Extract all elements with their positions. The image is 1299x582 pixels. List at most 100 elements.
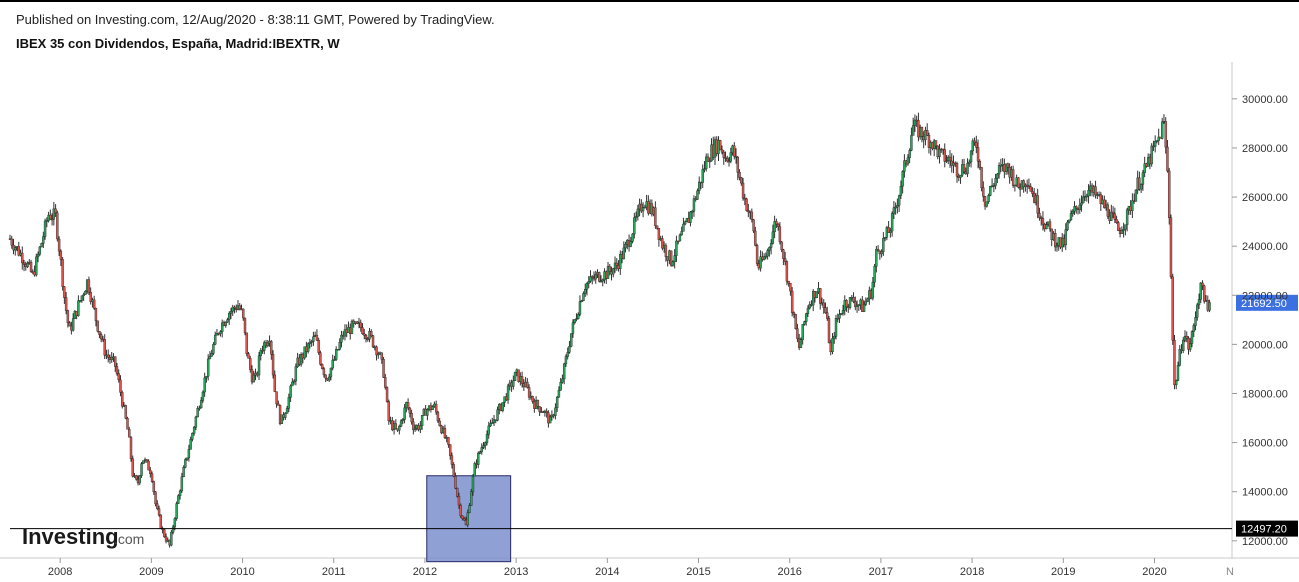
candle-up: [206, 358, 210, 377]
candle-down: [1138, 177, 1141, 190]
candle-up: [708, 160, 711, 163]
candle-down: [706, 156, 710, 162]
candle-up: [431, 406, 434, 410]
candle-up: [880, 251, 883, 255]
candle-up: [292, 380, 296, 383]
candle-up: [622, 247, 626, 260]
x-tick-label: 2011: [322, 566, 346, 578]
candle-up: [398, 426, 401, 431]
candle-down: [128, 429, 131, 438]
candle-down: [150, 473, 154, 482]
candle-up: [294, 366, 298, 382]
candle-down: [164, 536, 168, 542]
candle-up: [501, 402, 504, 411]
x-tick-label-cut: N: [1226, 566, 1234, 578]
candle-up: [14, 247, 17, 251]
candle-up: [601, 279, 604, 282]
candle-up: [336, 349, 340, 351]
candle-down: [275, 391, 278, 405]
candle-down: [1099, 194, 1103, 205]
candle-up: [696, 190, 699, 200]
candle-up: [413, 428, 417, 431]
candle-up: [1122, 229, 1125, 231]
candle-down: [747, 210, 750, 213]
candle-down: [461, 515, 464, 519]
candle-down: [50, 218, 54, 221]
candle-up: [573, 319, 576, 324]
candle-up: [584, 289, 587, 294]
candle-up: [1073, 206, 1076, 212]
candle-up: [992, 185, 996, 187]
candle-up: [968, 161, 971, 164]
candle-down: [21, 252, 24, 264]
x-tick-label: 2015: [686, 566, 710, 578]
candle-up: [557, 389, 561, 398]
y-tick-label: 28000.00: [1242, 143, 1288, 155]
candle-down: [454, 476, 457, 489]
candle-up: [198, 407, 201, 410]
candle-up: [35, 256, 38, 276]
candle-up: [228, 313, 231, 320]
candle-up: [229, 311, 233, 314]
candle-down: [527, 387, 531, 398]
candle-down: [962, 164, 966, 173]
candle-up: [641, 207, 645, 212]
candle-down: [249, 358, 252, 370]
candle-up: [210, 353, 213, 357]
candle-down: [1113, 213, 1117, 220]
candle-up: [219, 331, 222, 334]
candle-down: [750, 211, 754, 220]
top-border: [0, 0, 1299, 2]
candle-up: [875, 249, 878, 267]
candle-down: [775, 221, 778, 225]
candle-down: [456, 488, 459, 497]
candle-down: [1031, 191, 1034, 194]
candle-down: [66, 310, 70, 323]
candle-down: [824, 307, 827, 313]
candle-down: [661, 238, 664, 249]
candle-down: [61, 259, 64, 287]
candle-up: [403, 407, 406, 420]
candle-down: [319, 352, 322, 365]
candle-down: [242, 308, 245, 319]
candle-down: [443, 427, 447, 438]
candle-up: [1045, 224, 1048, 230]
candle-down: [49, 214, 52, 220]
candle-down: [103, 339, 106, 356]
candle-up: [899, 186, 903, 196]
candle-up: [52, 208, 56, 220]
candle-up: [213, 334, 217, 345]
candle-down: [92, 299, 96, 309]
candle-up: [43, 220, 47, 237]
candle-down: [243, 317, 247, 334]
y-tick-label: 30000.00: [1242, 94, 1288, 106]
candle-down: [273, 374, 277, 392]
candle-down: [754, 230, 757, 246]
candle-down: [131, 458, 134, 477]
candle-up: [1124, 224, 1127, 230]
candle-down: [436, 411, 440, 422]
candle-up: [491, 422, 494, 424]
y-tick-label: 24000.00: [1242, 241, 1288, 253]
candle-up: [426, 409, 429, 416]
candle-down: [934, 140, 938, 147]
candle-up: [36, 254, 40, 258]
candle-down: [1017, 177, 1020, 188]
candle-up: [1178, 349, 1181, 366]
candle-up: [38, 246, 42, 255]
candle-up: [1157, 136, 1160, 141]
candle-down: [1094, 186, 1097, 195]
candle-down: [99, 334, 103, 340]
candle-up: [299, 354, 303, 365]
x-tick-label: 2014: [595, 566, 619, 578]
candle-down: [836, 318, 839, 320]
candle-up: [291, 381, 294, 387]
candle-up: [1208, 302, 1211, 311]
candle-up: [689, 211, 692, 223]
watermark-suffix: .com: [114, 531, 144, 547]
candle-up: [833, 336, 836, 339]
candle-up: [287, 397, 291, 409]
candle-down: [598, 272, 601, 282]
candle-down: [927, 135, 931, 148]
